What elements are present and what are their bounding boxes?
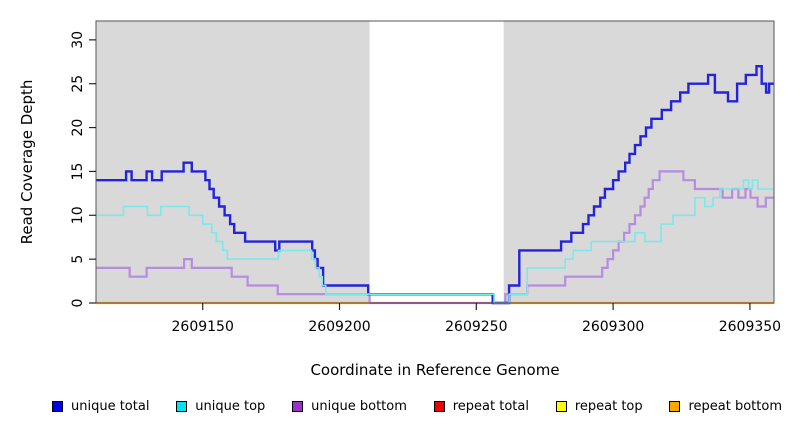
y-tick-label: 5 bbox=[70, 255, 86, 264]
legend-label: unique total bbox=[71, 399, 150, 414]
x-tick-label: 2609350 bbox=[719, 319, 781, 335]
legend-item-unique-top: unique top bbox=[176, 399, 265, 414]
legend-swatch-icon bbox=[292, 401, 304, 412]
y-tick-label: 10 bbox=[70, 206, 86, 224]
x-tick-label: 2609300 bbox=[582, 319, 644, 335]
y-tick-label: 20 bbox=[70, 119, 86, 137]
legend-swatch-icon bbox=[433, 401, 445, 412]
series-unique-top-line bbox=[96, 179, 774, 304]
chart-legend: unique total unique top unique bottom repea… bbox=[52, 399, 782, 414]
series-unique-total-line bbox=[96, 65, 774, 305]
x-tick-label: 2609250 bbox=[445, 319, 507, 335]
legend-item-repeat-total: repeat total bbox=[433, 399, 529, 414]
y-tick-label: 0 bbox=[70, 299, 86, 308]
x-tick-label: 2609200 bbox=[308, 319, 370, 335]
legend-swatch-icon bbox=[176, 401, 188, 412]
legend-item-repeat-top: repeat top bbox=[555, 399, 643, 414]
legend-label: repeat top bbox=[574, 399, 643, 414]
plot-area-group: 2609150 2609200 2609250 2609300 2609350 0 5 10 1… bbox=[70, 20, 781, 335]
y-axis-label: Read Coverage Depth bbox=[18, 80, 36, 245]
legend-swatch-icon bbox=[555, 401, 567, 412]
legend-label: unique top bbox=[195, 399, 266, 414]
y-tick-label: 30 bbox=[70, 31, 86, 49]
legend-label: repeat bottom bbox=[688, 399, 782, 414]
y-tick-label: 15 bbox=[70, 163, 86, 181]
legend-item-repeat-bottom: repeat bottom bbox=[669, 399, 782, 414]
x-tick-label: 2609150 bbox=[172, 319, 234, 335]
legend-label: unique bottom bbox=[311, 399, 407, 414]
x-axis-label: Coordinate in Reference Genome bbox=[310, 361, 559, 379]
masked-region-band bbox=[369, 21, 504, 303]
plot-border bbox=[95, 20, 775, 304]
legend-item-unique-bottom: unique bottom bbox=[292, 399, 407, 414]
legend-swatch-icon bbox=[669, 401, 681, 412]
legend-swatch-icon bbox=[52, 401, 63, 412]
legend-item-unique-total: unique total bbox=[52, 399, 149, 414]
y-tick-label: 25 bbox=[70, 75, 86, 93]
legend-label: repeat total bbox=[452, 399, 529, 414]
